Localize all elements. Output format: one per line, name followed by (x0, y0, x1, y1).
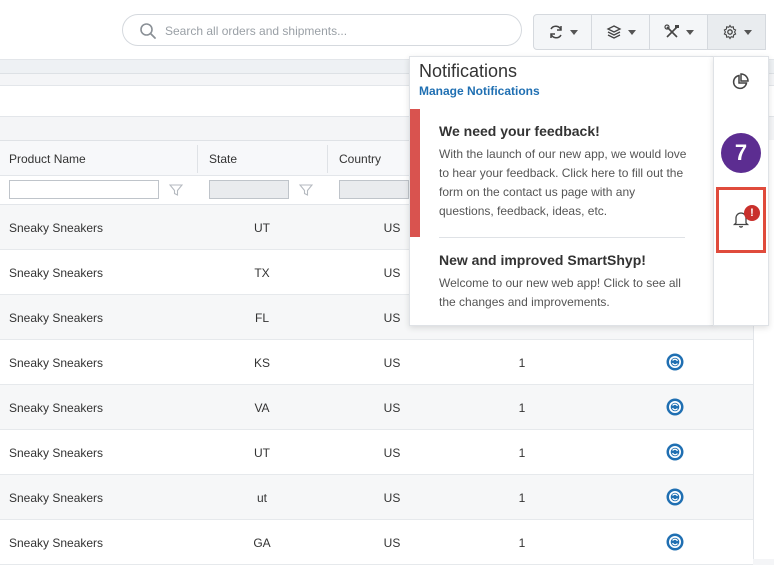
count-badge[interactable]: 7 (721, 133, 761, 173)
table-row[interactable]: Sneaky Sneakers VA US 1 (0, 385, 753, 430)
layers-icon (606, 25, 621, 39)
tools-button[interactable] (649, 14, 708, 50)
cell-state: UT (254, 446, 270, 460)
notification-title: We need your feedback! (439, 123, 600, 139)
table-row[interactable]: Sneaky Sneakers GA US 1 (0, 520, 753, 565)
chevron-down-icon (685, 29, 694, 35)
refresh-icon (549, 25, 562, 39)
sync-status-icon[interactable] (666, 443, 684, 461)
cell-product-name: Sneaky Sneakers (9, 266, 104, 280)
chevron-down-icon (569, 29, 578, 35)
cell-state: VA (254, 401, 270, 415)
search-input[interactable] (165, 20, 505, 42)
search-box[interactable] (122, 14, 522, 46)
settings-button[interactable] (707, 14, 766, 50)
cell-quantity: 1 (518, 356, 526, 370)
cell-country: US (383, 311, 401, 325)
cell-state: UT (254, 221, 270, 235)
sync-status-icon[interactable] (666, 488, 684, 506)
cell-product-name: Sneaky Sneakers (9, 311, 104, 325)
cell-quantity: 1 (518, 536, 526, 550)
chevron-down-icon (627, 29, 636, 35)
country-filter-input[interactable] (339, 180, 409, 199)
cell-country: US (383, 491, 401, 505)
filter-icon[interactable] (169, 183, 183, 197)
cell-country: US (383, 221, 401, 235)
cell-country: US (383, 446, 401, 460)
top-bar (0, 0, 774, 60)
product-filter-input[interactable] (9, 180, 159, 199)
manage-notifications-link[interactable]: Manage Notifications (419, 84, 540, 98)
table-row[interactable]: Sneaky Sneakers ut US 1 (0, 475, 753, 520)
cell-state: FL (254, 311, 269, 325)
state-filter-input[interactable] (209, 180, 289, 199)
column-divider (197, 145, 198, 173)
divider (439, 237, 685, 238)
gear-icon (723, 24, 736, 40)
notification-item[interactable]: We need your feedback! With the launch o… (439, 123, 689, 221)
column-header-product[interactable]: Product Name (9, 152, 86, 166)
bell-icon (732, 212, 750, 228)
table-row[interactable]: Sneaky Sneakers KS US 1 (0, 340, 753, 385)
cell-country: US (383, 266, 401, 280)
table-row[interactable]: Sneaky Sneakers UT US 1 (0, 430, 753, 475)
tools-icon (663, 24, 679, 38)
cell-product-name: Sneaky Sneakers (9, 446, 104, 460)
cell-product-name: Sneaky Sneakers (9, 401, 104, 415)
column-header-state[interactable]: State (209, 152, 238, 166)
cell-country: US (383, 536, 401, 550)
cell-country: US (383, 356, 401, 370)
notification-title: New and improved SmartShyp! (439, 252, 646, 268)
notification-body: With the launch of our new app, we would… (439, 147, 687, 218)
cell-state: TX (254, 266, 270, 280)
search-icon (140, 23, 156, 39)
alert-badge: ! (744, 205, 760, 221)
filter-icon[interactable] (299, 183, 313, 197)
sync-status-icon[interactable] (666, 353, 684, 371)
layers-button[interactable] (591, 14, 650, 50)
cell-product-name: Sneaky Sneakers (9, 536, 104, 550)
column-header-country[interactable]: Country (339, 152, 382, 166)
cell-state: KS (253, 356, 270, 370)
unread-indicator (410, 109, 420, 237)
cell-state: ut (256, 491, 267, 505)
refresh-button[interactable] (533, 14, 592, 50)
column-divider (327, 145, 328, 173)
cell-state: GA (253, 536, 271, 550)
notification-item[interactable]: New and improved SmartShyp! Welcome to o… (439, 252, 689, 312)
cell-quantity: 1 (518, 446, 526, 460)
cell-product-name: Sneaky Sneakers (9, 491, 104, 505)
sync-status-icon[interactable] (666, 533, 684, 551)
pie-chart-icon[interactable] (731, 73, 749, 91)
cell-quantity: 1 (518, 401, 526, 415)
cell-country: US (383, 401, 401, 415)
notifications-bell-button[interactable] (716, 187, 766, 253)
notifications-title: Notifications (419, 61, 518, 81)
cell-product-name: Sneaky Sneakers (9, 221, 104, 235)
notification-body: Welcome to our new web app! Click to see… (439, 276, 681, 309)
cell-product-name: Sneaky Sneakers (9, 356, 104, 370)
notifications-panel: Notifications Manage Notifications We ne… (409, 56, 714, 326)
cell-quantity: 1 (518, 491, 526, 505)
chevron-down-icon (743, 29, 752, 35)
toolbar (533, 14, 774, 50)
sync-status-icon[interactable] (666, 398, 684, 416)
